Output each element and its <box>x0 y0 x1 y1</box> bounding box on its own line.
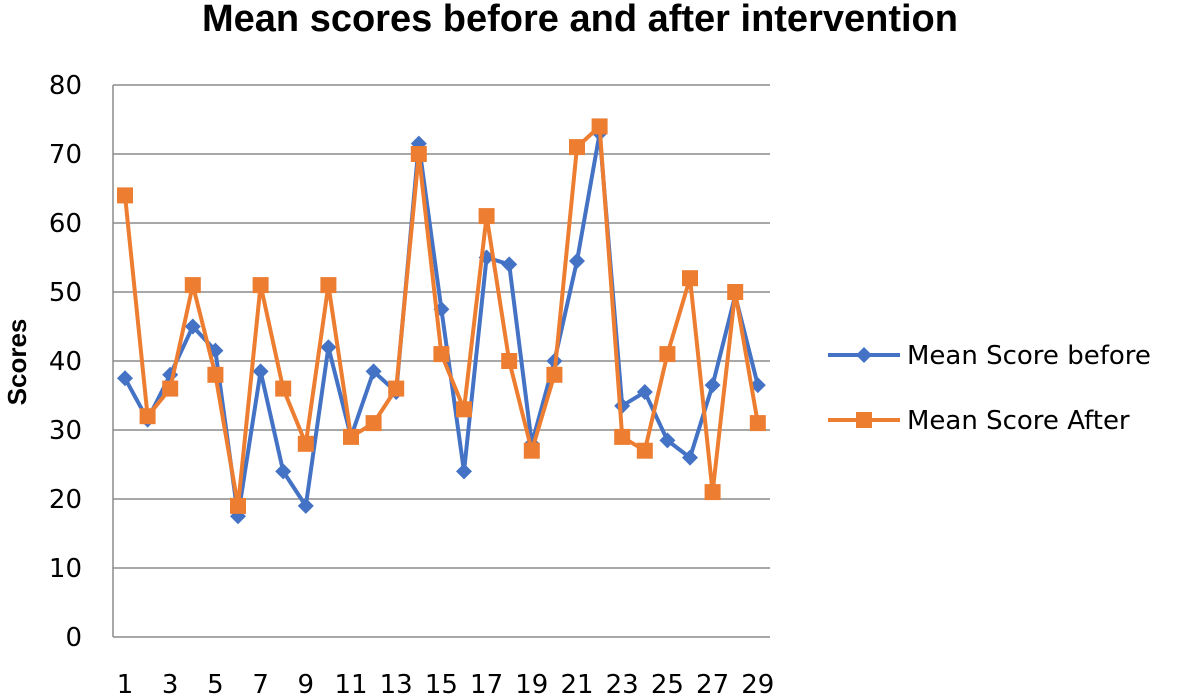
x-tick-label: 9 <box>298 670 315 698</box>
y-tick-label: 10 <box>49 554 82 584</box>
legend-item-after: Mean Score After <box>828 406 1130 436</box>
data-point-diamond <box>320 339 337 356</box>
data-point-diamond <box>365 363 382 380</box>
data-point-square <box>546 366 563 383</box>
y-tick-label: 60 <box>49 209 82 239</box>
data-point-square <box>523 442 540 459</box>
y-tick-label: 20 <box>49 485 82 515</box>
series-line <box>123 131 760 519</box>
data-point-square <box>614 428 631 445</box>
data-point-square <box>659 346 676 363</box>
y-tick-labels: 0 10 20 30 40 50 60 70 80 <box>49 71 82 653</box>
data-point-square <box>704 484 721 501</box>
y-tick-label: 40 <box>49 347 82 377</box>
y-tick-label: 0 <box>65 623 82 653</box>
data-point-diamond <box>275 463 292 480</box>
data-point-square <box>591 118 608 135</box>
data-point-square <box>410 146 427 162</box>
data-point-square <box>501 353 518 369</box>
data-point-diamond <box>636 384 653 401</box>
x-tick-label: 3 <box>162 670 179 698</box>
data-point-square <box>749 415 766 432</box>
legend-diamond-marker <box>856 347 872 363</box>
x-tick-label: 19 <box>515 670 548 698</box>
y-axis-label: Scores <box>2 319 32 406</box>
x-tick-label: 17 <box>470 670 503 698</box>
legend-square-marker <box>856 412 872 428</box>
data-point-diamond <box>501 256 518 273</box>
series-after <box>117 118 766 514</box>
y-tick-label: 50 <box>49 278 82 308</box>
data-point-square <box>184 277 201 294</box>
chart-title: Mean scores before and after interventio… <box>202 0 958 40</box>
x-tick-label: 21 <box>560 670 593 698</box>
x-tick-label: 1 <box>117 670 134 698</box>
legend-label: Mean Score After <box>907 406 1130 436</box>
x-tick-labels: 1 3 5 7 9 11 13 15 17 19 21 23 25 27 29 <box>117 670 775 698</box>
data-point-square <box>297 435 314 452</box>
x-tick-label: 15 <box>425 670 458 698</box>
data-point-diamond <box>297 497 314 514</box>
legend-item-before: Mean Score before <box>828 341 1151 371</box>
y-tick-label: 80 <box>49 71 82 101</box>
x-tick-label: 23 <box>606 670 639 698</box>
data-point-square <box>117 187 133 204</box>
x-tick-label: 7 <box>252 670 269 698</box>
x-tick-label: 13 <box>380 670 413 698</box>
x-tick-label: 29 <box>741 670 774 698</box>
data-point-square <box>320 277 337 294</box>
y-tick-label: 30 <box>49 416 82 446</box>
data-point-square <box>388 380 405 397</box>
x-tick-label: 5 <box>207 670 224 698</box>
data-point-square <box>456 401 472 418</box>
data-point-square <box>727 284 744 300</box>
y-tick-label: 70 <box>49 140 82 170</box>
data-point-square <box>162 380 179 397</box>
x-tick-label: 11 <box>334 670 367 698</box>
x-tick-label: 25 <box>651 670 684 698</box>
data-point-square <box>275 380 292 397</box>
data-point-square <box>636 442 653 459</box>
data-point-square <box>682 270 698 287</box>
data-point-square <box>252 277 269 294</box>
x-tick-label: 27 <box>696 670 729 698</box>
data-point-square <box>365 415 382 432</box>
legend: Mean Score before Mean Score After <box>828 341 1151 436</box>
data-point-square <box>343 428 359 445</box>
data-point-diamond <box>569 252 585 269</box>
data-point-diamond <box>659 432 676 449</box>
data-point-diamond <box>704 377 721 394</box>
series-layer <box>117 118 766 525</box>
data-point-square <box>139 408 156 425</box>
data-point-square <box>478 208 495 225</box>
data-point-diamond <box>184 318 201 335</box>
legend-label: Mean Score before <box>907 341 1151 371</box>
data-point-diamond <box>252 363 269 380</box>
data-point-square <box>569 139 585 156</box>
data-point-square <box>230 497 246 514</box>
data-point-diamond <box>682 449 698 466</box>
data-point-square <box>433 346 450 363</box>
data-point-diamond <box>117 370 133 387</box>
data-point-diamond <box>456 463 472 480</box>
series-before <box>117 125 766 525</box>
data-point-square <box>207 366 224 383</box>
